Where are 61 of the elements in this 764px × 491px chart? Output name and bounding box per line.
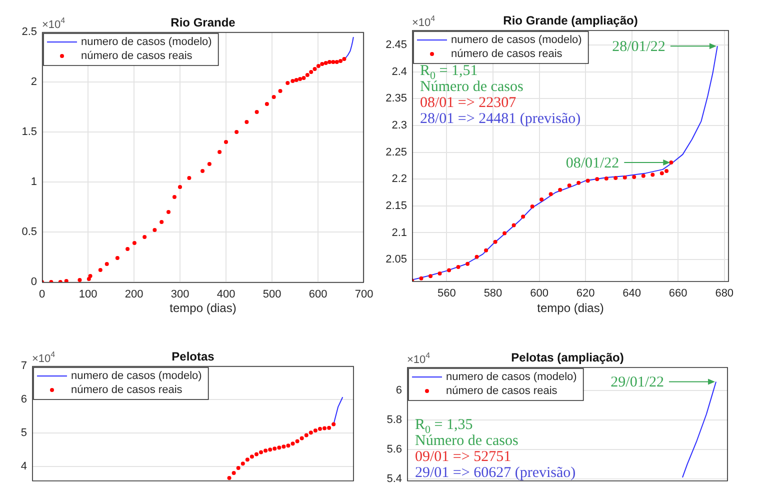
y-tick-label: 2.1 bbox=[392, 226, 407, 239]
x-tick-label: 560 bbox=[438, 288, 456, 300]
legend-label: número de casos reais bbox=[71, 384, 183, 396]
annotation: 29/01 => 60627 (previsão) bbox=[415, 465, 576, 481]
annotation: 08/01 => 22307 bbox=[420, 95, 517, 111]
y-tick-label: 2.35 bbox=[386, 92, 407, 105]
annotation: 28/01/22 bbox=[612, 39, 666, 56]
y-tick-label: 2.45 bbox=[386, 39, 407, 52]
annotation: 08/01/22 bbox=[566, 155, 620, 172]
chart-title: Rio Grande bbox=[170, 15, 236, 30]
x-axis-title: tempo (dias) bbox=[170, 301, 236, 316]
x-tick-label: 700 bbox=[354, 288, 374, 301]
y-tick-label: 0 bbox=[30, 276, 37, 288]
y-tick-label: 6 bbox=[396, 384, 402, 397]
x-tick-label: 660 bbox=[668, 288, 688, 300]
y-tick-label: 0.5 bbox=[22, 226, 37, 238]
x-tick-label: 640 bbox=[622, 288, 641, 300]
y-tick-label: 6 bbox=[20, 393, 27, 406]
annotation: 09/01 => 52751 bbox=[415, 449, 512, 465]
x-axis-title: tempo (dias) bbox=[537, 301, 604, 316]
x-tick-label: 600 bbox=[530, 288, 548, 300]
chart-title: Rio Grande (ampliação) bbox=[503, 13, 638, 28]
annotation: Número de casos bbox=[420, 79, 524, 95]
x-tick-label: 100 bbox=[78, 288, 98, 301]
y-tick-label: 2.3 bbox=[392, 119, 407, 132]
y-tick-label: 2.5 bbox=[22, 26, 37, 38]
y-tick-label: 2.4 bbox=[392, 66, 407, 78]
legend-label: número de casos reais bbox=[81, 50, 193, 62]
x-tick-label: 300 bbox=[170, 288, 190, 301]
x-tick-label: 680 bbox=[715, 288, 734, 300]
legend-label: numero de casos (modelo) bbox=[451, 34, 582, 46]
annotation: 28/01 => 24481 (previsão) bbox=[420, 111, 581, 127]
legend-label: numero de casos (modelo) bbox=[71, 370, 202, 382]
y-tick-label: 2.2 bbox=[392, 173, 407, 186]
y-tick-label: 4 bbox=[20, 460, 27, 472]
x-tick-label: 400 bbox=[216, 288, 236, 301]
x-tick-label: 580 bbox=[484, 288, 502, 300]
y-tick-label: 7 bbox=[20, 360, 27, 372]
y-tick-label: 2.25 bbox=[386, 146, 407, 158]
y-tick-label: 1.5 bbox=[22, 126, 37, 138]
x-tick-label: 200 bbox=[124, 288, 144, 301]
y-tick-label: 2.15 bbox=[386, 200, 407, 212]
y-tick-label: 5.4 bbox=[386, 472, 402, 485]
y-tick-label: 5 bbox=[20, 426, 27, 439]
chart-title: Pelotas (ampliação) bbox=[511, 350, 624, 364]
chart-title: Pelotas bbox=[172, 349, 215, 364]
legend-label: numero de casos (modelo) bbox=[81, 36, 212, 48]
y-tick-label: 5.8 bbox=[386, 414, 402, 426]
legend-label: número de casos reais bbox=[446, 385, 558, 398]
x-tick-label: 0 bbox=[38, 288, 46, 301]
legend-label: numero de casos (modelo) bbox=[446, 371, 577, 384]
legend-label: número de casos reais bbox=[451, 48, 563, 60]
y-tick-label: 2 bbox=[30, 76, 37, 88]
annotation: 29/01/22 bbox=[610, 374, 664, 391]
y-tick-label: 1 bbox=[30, 176, 37, 188]
annotation: Número de casos bbox=[415, 433, 518, 449]
y-tick-label: 2.05 bbox=[386, 254, 407, 266]
x-tick-label: 600 bbox=[308, 288, 328, 301]
x-tick-label: 620 bbox=[576, 288, 595, 300]
x-tick-label: 500 bbox=[262, 288, 282, 301]
y-tick-label: 5.6 bbox=[386, 444, 402, 456]
